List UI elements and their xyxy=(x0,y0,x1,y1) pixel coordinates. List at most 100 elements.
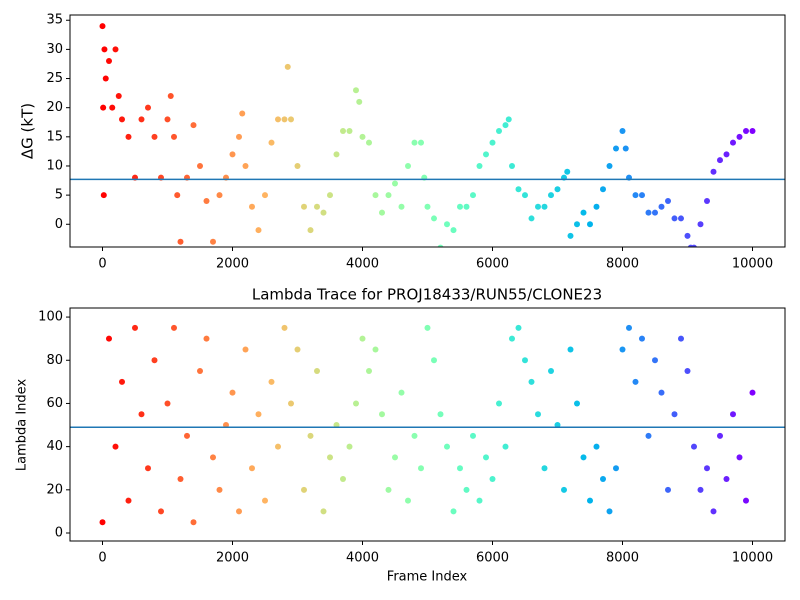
point xyxy=(431,357,437,364)
point xyxy=(424,324,431,331)
point xyxy=(314,203,320,210)
point xyxy=(684,232,691,239)
point xyxy=(106,58,112,65)
point xyxy=(177,476,184,483)
point xyxy=(749,389,756,396)
point xyxy=(275,443,281,450)
point xyxy=(249,465,255,472)
point xyxy=(314,368,320,375)
point xyxy=(174,192,181,199)
point xyxy=(535,203,541,210)
point xyxy=(236,133,242,140)
point xyxy=(268,378,275,385)
point xyxy=(450,227,457,234)
y-tick-label: 40 xyxy=(46,439,63,454)
point xyxy=(281,324,288,331)
point xyxy=(242,162,249,169)
y-tick-label: 0 xyxy=(55,217,63,232)
point xyxy=(743,128,749,134)
point xyxy=(301,203,307,210)
y-tick-label: 80 xyxy=(46,353,63,368)
point xyxy=(346,128,353,134)
point xyxy=(697,486,704,493)
point xyxy=(119,378,125,385)
point xyxy=(561,486,567,493)
point xyxy=(593,203,600,210)
point xyxy=(535,411,541,418)
point xyxy=(106,335,112,342)
point xyxy=(541,465,548,472)
point xyxy=(496,128,502,134)
point xyxy=(444,443,450,450)
point xyxy=(509,162,515,169)
point xyxy=(515,324,522,331)
y-tick-label: 60 xyxy=(46,396,63,411)
x-tick-label: 2000 xyxy=(216,257,249,272)
point xyxy=(101,46,108,53)
point xyxy=(177,238,184,245)
point xyxy=(327,192,333,199)
point xyxy=(405,162,411,169)
point xyxy=(242,346,249,353)
point xyxy=(632,378,639,385)
point xyxy=(613,145,619,152)
point xyxy=(125,497,132,504)
x-tick-label: 0 xyxy=(98,551,106,566)
point xyxy=(320,209,327,216)
point xyxy=(743,497,749,504)
point xyxy=(379,209,385,216)
point xyxy=(197,162,203,169)
point xyxy=(340,476,346,483)
point xyxy=(450,508,457,515)
point xyxy=(645,209,652,216)
top-axes-frame xyxy=(69,14,786,248)
point xyxy=(203,335,210,342)
x-tick-label: 2000 xyxy=(216,551,249,566)
bottom-x-label: Frame Index xyxy=(387,570,468,585)
point xyxy=(411,139,418,146)
x-tick-label: 10000 xyxy=(732,257,773,272)
point xyxy=(684,368,691,375)
point xyxy=(307,432,314,439)
x-tick-label: 8000 xyxy=(606,551,639,566)
point xyxy=(125,133,132,140)
bottom-y-label: Lambda Index xyxy=(15,379,30,472)
point xyxy=(567,346,574,353)
point xyxy=(652,357,658,364)
point xyxy=(392,180,398,187)
point xyxy=(717,432,723,439)
point xyxy=(236,508,242,515)
point xyxy=(723,476,730,483)
point xyxy=(356,98,363,105)
point xyxy=(574,400,580,407)
point xyxy=(249,203,255,210)
point xyxy=(100,104,107,111)
point xyxy=(255,227,262,234)
point xyxy=(645,432,652,439)
point xyxy=(652,209,658,216)
point xyxy=(301,486,307,493)
point xyxy=(109,104,116,111)
point xyxy=(340,128,346,134)
point xyxy=(366,139,372,146)
point xyxy=(203,197,210,204)
x-tick-label: 10000 xyxy=(732,551,773,566)
point xyxy=(723,151,730,158)
point xyxy=(606,508,613,515)
point xyxy=(115,93,122,100)
bottom-plot-area xyxy=(70,324,785,526)
point xyxy=(197,368,203,375)
point xyxy=(353,87,359,94)
point xyxy=(405,497,411,504)
point xyxy=(268,139,275,146)
point xyxy=(710,168,717,175)
point xyxy=(288,116,294,123)
point xyxy=(587,221,593,228)
point xyxy=(522,357,528,364)
point xyxy=(346,443,353,450)
point xyxy=(333,151,340,158)
point xyxy=(99,23,106,30)
point xyxy=(476,162,483,169)
point xyxy=(102,75,109,82)
point xyxy=(398,203,405,210)
